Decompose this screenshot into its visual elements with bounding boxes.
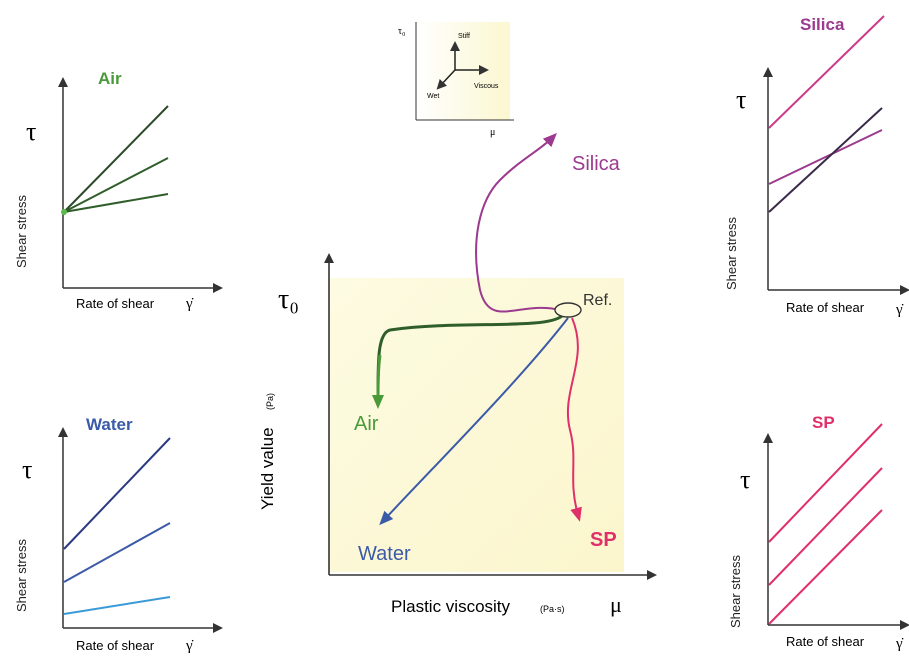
silica-path-label: Silica xyxy=(572,153,621,175)
sp-panel: SP τ Shear stress Rate of shear γ̇ xyxy=(728,413,909,652)
silica-flow-line-2 xyxy=(768,129,883,185)
main-y-symbol: τ₀ xyxy=(278,284,299,315)
wet-arrow xyxy=(436,69,456,90)
silica-xlabel: Rate of shear xyxy=(786,300,865,315)
reference-point xyxy=(554,302,582,318)
air-panel-title: Air xyxy=(98,69,122,88)
silica-gamma: γ̇ xyxy=(895,302,904,318)
sp-flow-line-2 xyxy=(768,467,883,586)
sp-flow-line-3 xyxy=(768,509,883,625)
air-panel: Air τ Shear stress Rate of shear γ̇ xyxy=(14,69,223,312)
inset-wet-label: Wet xyxy=(427,93,439,100)
air-ylabel: Shear stress xyxy=(14,195,29,268)
water-path xyxy=(379,317,569,526)
silica-tau: τ xyxy=(736,85,746,114)
sp-xlabel: Rate of shear xyxy=(786,634,865,649)
main-y-label: Yield value xyxy=(258,427,277,510)
water-xlabel: Rate of shear xyxy=(76,638,155,653)
water-gamma: γ̇ xyxy=(185,638,194,654)
air-flow-line-1 xyxy=(63,105,169,213)
main-diagram: τ₀ Yield value (Pa) Plastic viscosity (P… xyxy=(258,133,657,617)
water-ylabel: Shear stress xyxy=(14,539,29,612)
main-x-symbol: μ xyxy=(610,592,622,617)
silica-flow-line-1 xyxy=(768,15,885,129)
water-path-label: Water xyxy=(358,543,411,565)
water-panel: Water τ Shear stress Rate of shear γ̇ xyxy=(14,415,223,654)
sp-path-label: SP xyxy=(590,529,617,551)
sp-flow-line-1 xyxy=(768,423,883,543)
ref-label: Ref. xyxy=(583,292,612,309)
inset-viscous-label: Viscous xyxy=(474,83,499,90)
sp-path xyxy=(566,317,582,522)
air-path xyxy=(372,354,385,409)
air-origin-dot xyxy=(61,209,67,215)
sp-gamma: γ̇ xyxy=(895,636,904,652)
inset-y-label: τ₀ xyxy=(398,26,406,37)
water-tau: τ xyxy=(22,455,32,484)
air-flow-line-2 xyxy=(63,157,169,213)
inset-x-label: μ xyxy=(490,127,495,138)
silica-ylabel: Shear stress xyxy=(724,217,739,290)
sp-tau: τ xyxy=(740,465,750,494)
silica-flow-line-3 xyxy=(768,107,883,213)
air-gamma: γ̇ xyxy=(185,296,194,312)
air-xlabel: Rate of shear xyxy=(76,296,155,311)
sp-ylabel: Shear stress xyxy=(728,555,743,628)
water-panel-title: Water xyxy=(86,415,133,434)
water-flow-line-2 xyxy=(63,522,171,583)
water-flow-line-1 xyxy=(63,437,171,550)
air-flow-line-3 xyxy=(63,193,169,213)
main-x-label: Plastic viscosity xyxy=(391,597,511,616)
air-tau: τ xyxy=(26,117,36,146)
air-path-label: Air xyxy=(354,413,379,435)
silica-path xyxy=(475,133,561,313)
main-y-unit: (Pa) xyxy=(265,393,275,410)
water-flow-line-3 xyxy=(63,596,171,615)
inset-diagram: τ₀ μ Stiff Viscous Wet xyxy=(398,22,514,138)
inset-stiff-label: Stiff xyxy=(458,33,470,40)
inset-background xyxy=(416,22,510,120)
sp-panel-title: SP xyxy=(812,413,835,432)
silica-panel-title: Silica xyxy=(800,15,845,34)
silica-panel: Silica τ Shear stress Rate of shear γ̇ xyxy=(724,15,909,318)
main-x-unit: (Pa·s) xyxy=(540,604,565,614)
